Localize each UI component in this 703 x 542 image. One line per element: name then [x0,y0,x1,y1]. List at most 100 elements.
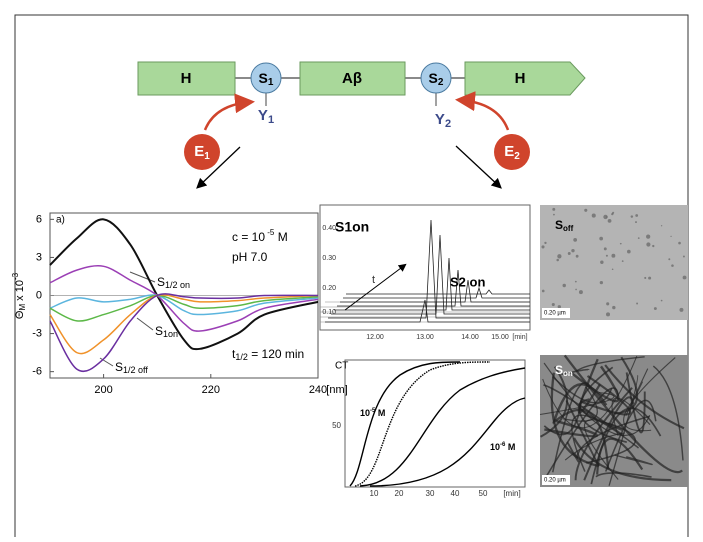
particle [600,260,604,264]
fibril [543,362,651,437]
fibril [561,368,590,376]
fibril [625,372,646,434]
particle [635,221,637,224]
particle [573,237,578,242]
fibril [540,366,569,438]
kin-y-title: CT [335,361,348,372]
ph-annotation: pH 7.0 [232,250,268,264]
time-label: t [372,274,375,286]
y-tick-label: 3 [36,251,42,263]
kinetics-panel: CT 50 10 20 30 40 50 [min] 10-5 M 10-6 M [332,359,526,498]
particle [541,289,545,293]
x-unit: [min] [512,334,527,341]
chromatograms [325,219,530,323]
particle [682,255,685,258]
fibril [586,422,636,464]
s2-circle [420,62,452,94]
fibril [614,454,653,466]
fibril [652,365,684,461]
time-arrow [344,263,407,311]
x-label: 12.00 [366,334,384,341]
particles [541,207,687,317]
leader [99,357,114,367]
particle [578,290,583,295]
particle [611,268,614,271]
h-right: H [515,70,526,87]
particle [644,276,647,279]
h-arrow [464,61,586,96]
particle [636,302,639,305]
fibril [595,472,652,478]
cd-curve [49,294,319,316]
scale-box [542,475,570,485]
particle [575,288,577,291]
particle [553,213,555,216]
leader [136,317,154,331]
fibril [564,432,625,461]
cd-curve [49,293,319,373]
particle [619,242,622,245]
fibril [611,397,651,436]
s1-label: S1 [259,70,274,88]
y-label: 0.20 [322,285,336,292]
fibrils [539,354,685,486]
e1-label: E1 [194,143,210,162]
particle [682,275,687,280]
cd-curve [49,265,319,332]
cd-curve [49,218,319,351]
particle [567,252,571,256]
kin-x-label: 50 [479,489,488,498]
kin-curve [359,367,526,487]
kin-x-label: 30 [426,489,435,498]
x-tick-label: 220 [202,384,220,396]
micrograph-off [540,205,688,320]
x-label: 13.00 [416,334,434,341]
particle [678,241,681,245]
particle [603,247,607,251]
y-tick-label: 6 [36,213,42,225]
y-tick-label: -6 [32,366,42,378]
arrow-left [196,146,241,189]
s-on: S1on [155,324,178,339]
particle [574,280,577,283]
particle [605,312,611,317]
e1-arrow [203,93,255,131]
kin-frame [344,359,526,488]
kin-x-label: 10 [370,489,379,498]
particle [612,305,616,310]
kin-x-unit: [min] [503,489,520,498]
fibril [555,408,610,470]
h-left: H [181,70,192,87]
particle [637,237,640,240]
particle [584,208,588,212]
particle [591,213,596,218]
particle [605,254,608,257]
particle [630,215,634,218]
fibril [580,375,632,416]
particle [556,258,559,262]
particle [552,207,556,211]
y-axis-label: ΘM x 10-3 [11,272,27,319]
particle [557,305,561,309]
particle [599,236,604,241]
particle [652,244,655,248]
kin-x-label: 40 [451,489,460,498]
particle [611,212,614,216]
particle [544,241,547,245]
fibril [613,356,638,415]
particle [606,302,610,306]
particle [541,245,545,249]
x-tick-label: 240 [309,384,327,396]
y-tick-label: -3 [32,327,42,339]
particle [607,219,612,223]
fibril [583,419,619,480]
particle [571,248,575,253]
conc-annotation: c = 10 -5 M [232,228,288,244]
particle [603,214,608,220]
y1-label: Y1 [258,107,274,126]
kin-x-label: 20 [395,489,404,498]
kin-curve1-label: 10-5 M [360,408,385,419]
hplc-frame [319,204,531,331]
particle [660,225,663,227]
